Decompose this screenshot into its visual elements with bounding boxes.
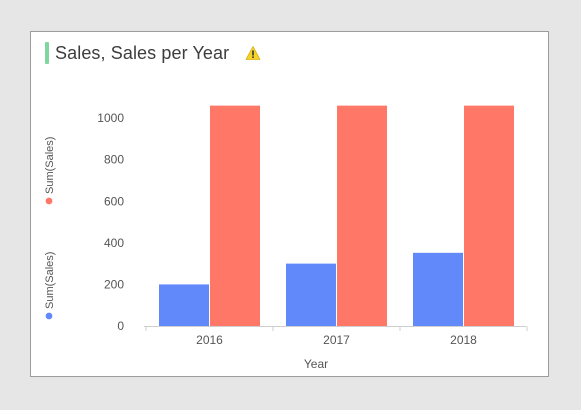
warning-icon[interactable] bbox=[245, 45, 261, 61]
y-tick-label-0: 0 bbox=[117, 319, 124, 333]
y-tick-label-3: 600 bbox=[104, 194, 124, 208]
y-axis: 0 200 400 600 800 1000 bbox=[97, 111, 124, 333]
bar-2016-series-1[interactable] bbox=[210, 105, 260, 326]
x-tick-label-2017: 2017 bbox=[323, 333, 350, 347]
bar-2018-series-1[interactable] bbox=[464, 105, 514, 326]
y-tick-label-4: 800 bbox=[104, 153, 124, 167]
x-tick-label-2018: 2018 bbox=[450, 333, 477, 347]
legend-marker-series-0[interactable] bbox=[45, 312, 53, 320]
y-tick-label-1: 200 bbox=[104, 277, 124, 291]
chart-header: Sales, Sales per Year bbox=[45, 41, 229, 65]
chart-card: Sales, Sales per Year Sum(Sales) Sum(Sale… bbox=[30, 31, 549, 377]
legend-label-series-0[interactable]: Sum(Sales) bbox=[44, 252, 56, 309]
x-tick-label-2016: 2016 bbox=[196, 333, 223, 347]
legend: Sum(Sales) Sum(Sales) bbox=[44, 137, 56, 320]
chart-title: Sales, Sales per Year bbox=[55, 42, 230, 63]
bar-2018-series-0[interactable] bbox=[413, 252, 463, 326]
bar-chart: Sum(Sales) Sum(Sales) 0 200 400 600 800 1000 2… bbox=[44, 105, 528, 371]
bar-2017-series-1[interactable] bbox=[337, 105, 387, 326]
x-axis-title: Year bbox=[304, 357, 328, 371]
y-tick-label-5: 1000 bbox=[97, 111, 124, 125]
bar-2016-series-0[interactable] bbox=[159, 284, 209, 326]
legend-label-series-1[interactable]: Sum(Sales) bbox=[44, 137, 56, 194]
title-accent-bar bbox=[45, 42, 49, 64]
x-axis: 2016 2017 2018 Year bbox=[144, 326, 528, 371]
bar-2017-series-0[interactable] bbox=[286, 263, 336, 326]
bars bbox=[159, 105, 514, 326]
legend-marker-series-1[interactable] bbox=[45, 197, 53, 205]
y-tick-label-2: 400 bbox=[104, 236, 124, 250]
